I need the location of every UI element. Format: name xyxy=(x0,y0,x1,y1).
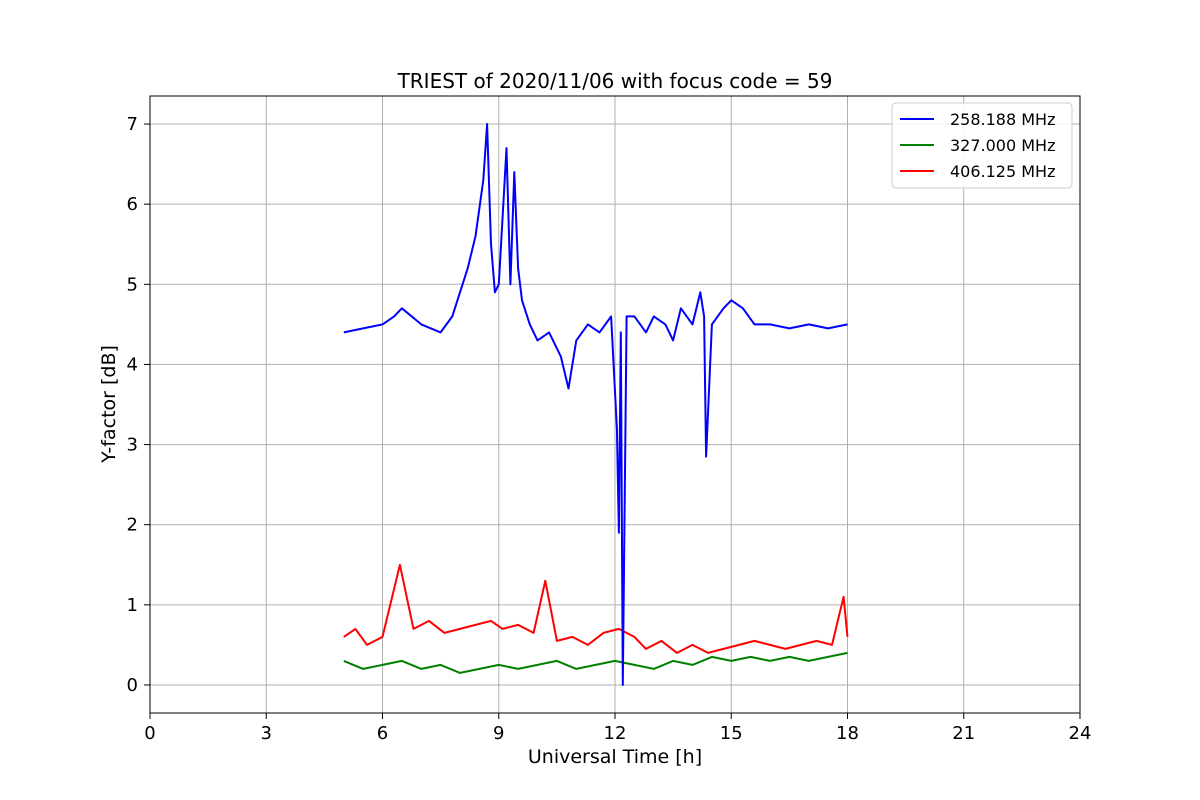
x-tick-label: 18 xyxy=(836,723,859,744)
series-258mhz-line xyxy=(343,123,848,686)
y-tick-label: 2 xyxy=(127,515,138,536)
series-406mhz-line xyxy=(343,563,849,654)
legend-label-406mhz: 406.125 MHz xyxy=(950,162,1055,181)
y-tick-label: 7 xyxy=(127,114,138,135)
plot-frame xyxy=(149,95,1081,714)
x-axis-label: Universal Time [h] xyxy=(528,746,702,768)
x-tick-label: 0 xyxy=(144,723,155,744)
x-tick-label: 3 xyxy=(261,723,272,744)
legend-label-258mhz: 258.188 MHz xyxy=(950,110,1055,129)
legend-box xyxy=(891,102,1073,189)
x-tick-label: 6 xyxy=(377,723,388,744)
x-tick-label: 12 xyxy=(604,723,627,744)
y-axis-label: Y-factor [dB] xyxy=(98,345,120,464)
y-tick-label: 4 xyxy=(127,354,138,375)
legend-label-327mhz: 327.000 MHz xyxy=(950,136,1055,155)
y-tick-label: 1 xyxy=(127,595,138,616)
x-tick-label: 24 xyxy=(1069,723,1092,744)
series-327mhz-line xyxy=(343,651,848,674)
series-lines xyxy=(343,123,849,686)
chart-title: TRIEST of 2020/11/06 with focus code = 5… xyxy=(397,69,833,93)
legend: 258.188 MHz 327.000 MHz 406.125 MHz xyxy=(891,102,1073,189)
y-tick-label: 5 xyxy=(127,274,138,295)
x-tick-label: 21 xyxy=(952,723,975,744)
y-tick-label: 6 xyxy=(127,194,138,215)
x-tick-label: 15 xyxy=(720,723,743,744)
x-tick-label: 9 xyxy=(493,723,504,744)
y-tick-label: 0 xyxy=(127,675,138,696)
grid xyxy=(149,96,1081,713)
y-tick-label: 3 xyxy=(127,435,138,456)
